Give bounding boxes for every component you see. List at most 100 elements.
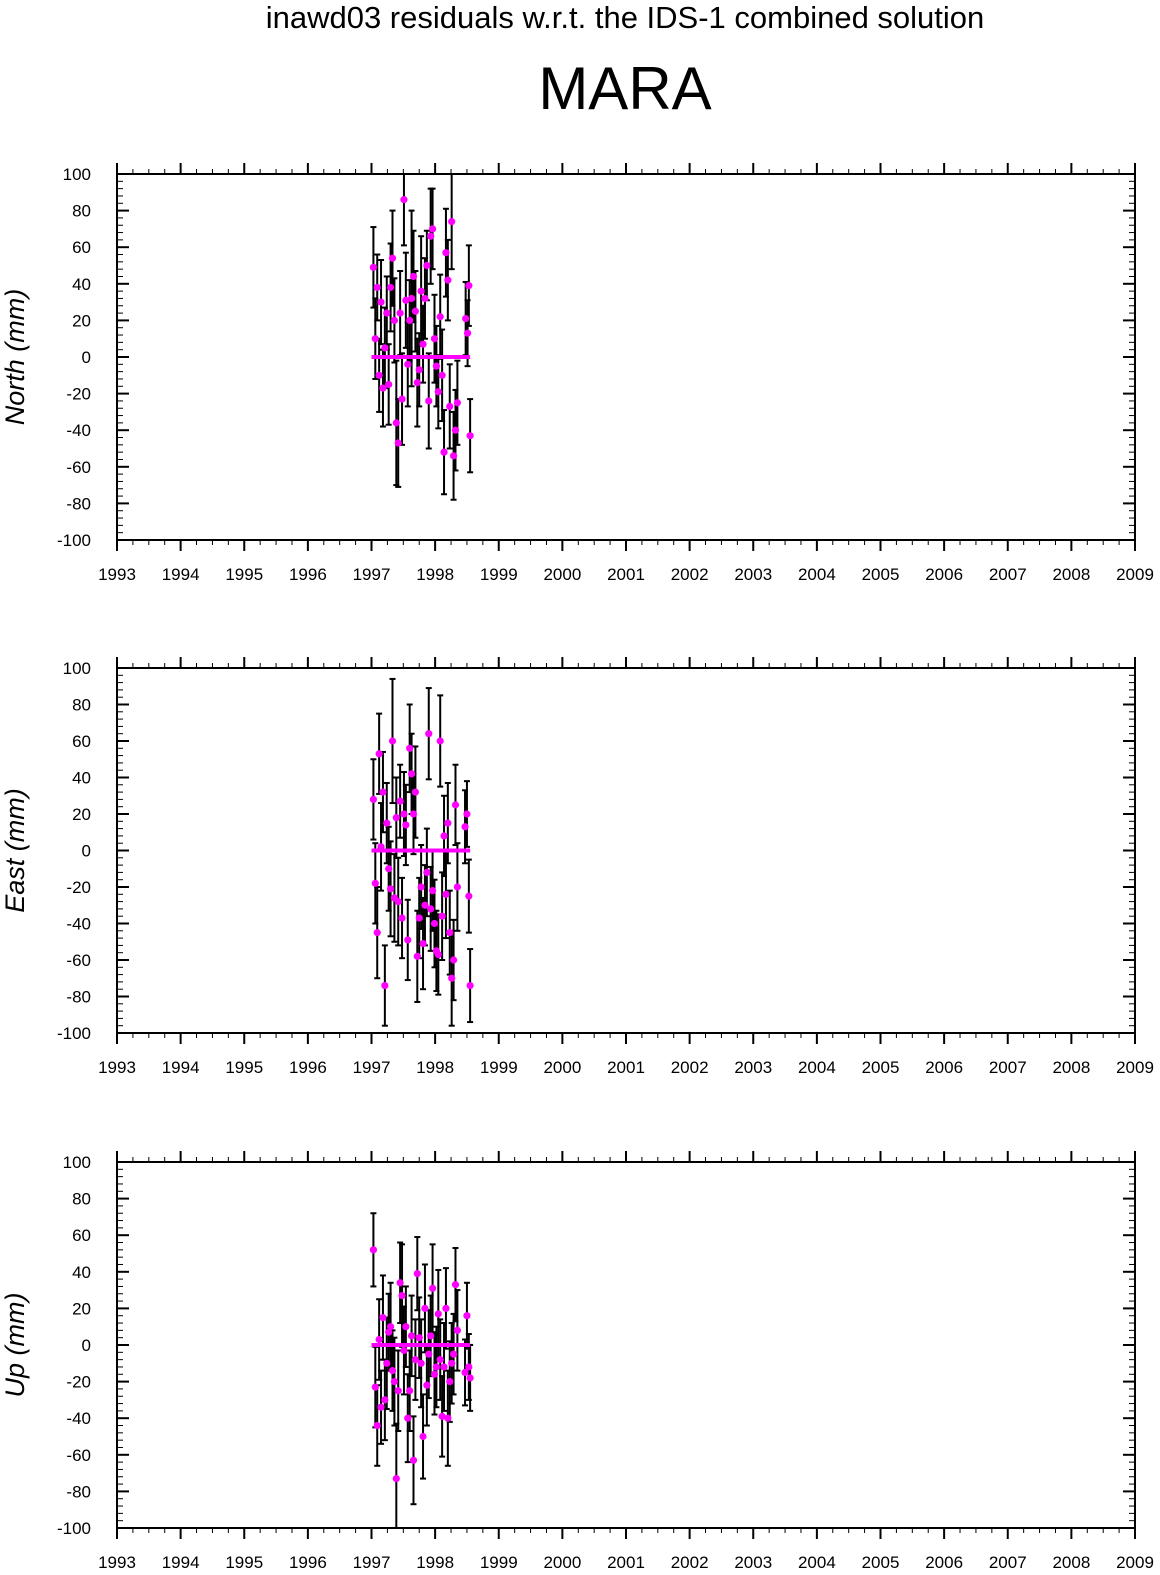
data-point bbox=[406, 1387, 414, 1395]
x-tick-label: 2000 bbox=[543, 565, 581, 584]
x-tick-label: 1998 bbox=[416, 565, 454, 584]
x-tick-label: 1995 bbox=[225, 1058, 263, 1077]
data-point bbox=[404, 360, 412, 368]
data-point bbox=[377, 1403, 385, 1411]
data-point bbox=[394, 439, 402, 447]
data-point bbox=[385, 1328, 393, 1336]
x-tick-label: 2002 bbox=[671, 1553, 709, 1572]
y-tick-label: -20 bbox=[66, 385, 91, 404]
x-tick-label: 1998 bbox=[416, 1058, 454, 1077]
data-point bbox=[440, 1363, 448, 1371]
data-point bbox=[394, 1387, 402, 1395]
x-tick-label: 2004 bbox=[798, 1058, 836, 1077]
x-tick-label: 2003 bbox=[734, 1553, 772, 1572]
x-tick-label: 1999 bbox=[480, 1058, 518, 1077]
data-point bbox=[406, 316, 414, 324]
page-title: MARA bbox=[538, 55, 712, 122]
data-point bbox=[381, 1396, 389, 1404]
data-point bbox=[428, 225, 437, 233]
data-point bbox=[371, 879, 379, 887]
y-tick-label: 60 bbox=[72, 732, 91, 751]
x-tick-label: 2005 bbox=[862, 565, 900, 584]
data-point bbox=[406, 744, 414, 752]
x-tick-label: 2000 bbox=[543, 1058, 581, 1077]
y-tick-label: -80 bbox=[66, 494, 91, 513]
x-tick-label: 2009 bbox=[1116, 1058, 1154, 1077]
data-point bbox=[434, 1310, 442, 1318]
data-point bbox=[415, 914, 423, 922]
data-point bbox=[411, 1356, 420, 1364]
y-tick-label: 80 bbox=[72, 202, 91, 221]
data-point bbox=[446, 402, 454, 411]
data-point bbox=[385, 865, 393, 873]
x-tick-label: 1993 bbox=[98, 565, 136, 584]
x-tick-label: 2007 bbox=[989, 565, 1027, 584]
y-tick-label: 20 bbox=[72, 805, 91, 824]
data-point bbox=[369, 1246, 378, 1254]
data-point bbox=[466, 1374, 474, 1382]
x-tick-label: 2008 bbox=[1052, 565, 1090, 584]
y-tick-label: 40 bbox=[72, 275, 91, 294]
data-point bbox=[369, 795, 378, 804]
plot-frame bbox=[116, 667, 1136, 1034]
data-point bbox=[386, 885, 395, 893]
data-point bbox=[417, 1359, 425, 1367]
x-tick-label: 2001 bbox=[607, 1553, 645, 1572]
data-point bbox=[388, 737, 397, 745]
x-tick-label: 1994 bbox=[162, 1553, 200, 1572]
data-point bbox=[448, 974, 456, 982]
y-tick-label: -40 bbox=[66, 915, 91, 934]
data-point bbox=[451, 426, 460, 434]
data-point bbox=[371, 1383, 379, 1391]
y-tick-label: -80 bbox=[66, 988, 91, 1007]
data-point bbox=[371, 335, 379, 343]
data-point bbox=[423, 1381, 431, 1389]
data-point bbox=[381, 981, 389, 990]
x-tick-label: 2002 bbox=[671, 1058, 709, 1077]
x-tick-label: 2009 bbox=[1116, 565, 1154, 584]
data-point bbox=[428, 887, 437, 895]
data-point bbox=[396, 1279, 404, 1287]
data-point bbox=[434, 950, 442, 959]
data-point bbox=[402, 821, 410, 829]
x-tick-label: 2007 bbox=[989, 1058, 1027, 1077]
x-tick-label: 1994 bbox=[162, 565, 200, 584]
y-tick-label: 0 bbox=[82, 348, 91, 367]
data-point bbox=[377, 843, 385, 851]
data-point bbox=[423, 868, 431, 877]
x-tick-label: 1995 bbox=[225, 1553, 263, 1572]
data-point bbox=[453, 1326, 461, 1334]
y-tick-label: 100 bbox=[63, 165, 91, 184]
x-tick-label: 1994 bbox=[162, 1058, 200, 1077]
data-point bbox=[392, 419, 400, 427]
y-tick-label: -60 bbox=[66, 1446, 91, 1465]
data-point bbox=[411, 307, 420, 315]
data-point bbox=[390, 1378, 399, 1386]
data-point bbox=[432, 362, 440, 370]
x-tick-label: 2005 bbox=[862, 1058, 900, 1077]
data-point bbox=[383, 1359, 391, 1367]
x-tick-label: 1996 bbox=[289, 1058, 327, 1077]
data-point bbox=[461, 823, 469, 831]
data-point bbox=[379, 788, 387, 796]
data-point bbox=[373, 929, 381, 937]
data-point bbox=[444, 819, 452, 827]
data-point bbox=[466, 432, 474, 440]
data-point bbox=[373, 1421, 381, 1430]
x-tick-label: 1996 bbox=[289, 565, 327, 584]
data-point bbox=[388, 1367, 397, 1375]
data-point bbox=[432, 1363, 440, 1371]
data-point bbox=[425, 1350, 433, 1358]
plot-frame bbox=[116, 173, 1136, 541]
data-point bbox=[400, 196, 408, 204]
x-tick-label: 2008 bbox=[1052, 1058, 1090, 1077]
data-point bbox=[440, 832, 448, 840]
data-point bbox=[427, 905, 435, 913]
data-point bbox=[453, 399, 461, 407]
data-point bbox=[428, 1284, 437, 1292]
data-point bbox=[419, 939, 427, 948]
x-tick-label: 2004 bbox=[798, 565, 836, 584]
y-axis-label: Up (mm) bbox=[0, 1293, 30, 1398]
data-point bbox=[419, 340, 427, 348]
data-point bbox=[404, 1414, 412, 1422]
